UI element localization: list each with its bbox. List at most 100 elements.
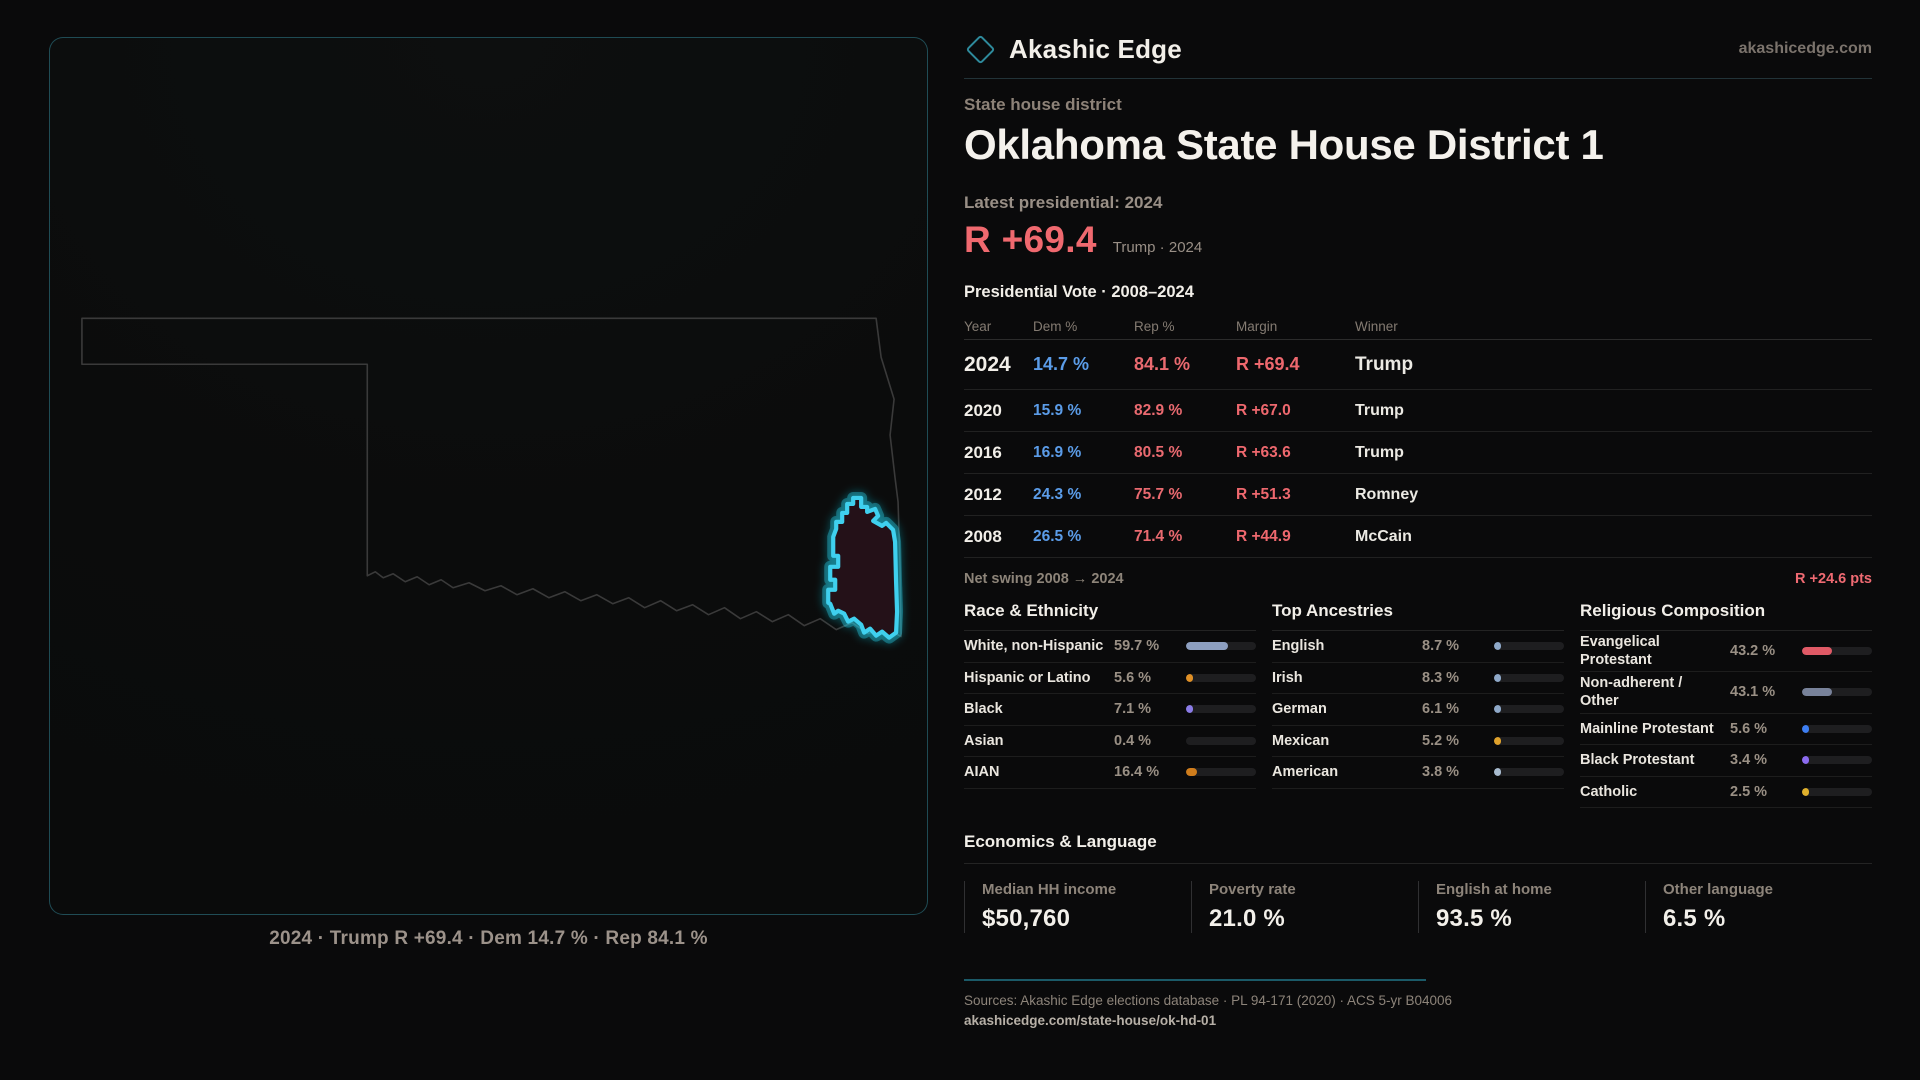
cell-winner: Trump: [1355, 402, 1872, 420]
demo-bar: [1802, 725, 1872, 733]
list-item: English 8.7 %: [1272, 631, 1564, 663]
list-item: Hispanic or Latino 5.6 %: [964, 663, 1256, 695]
sources-text: Sources: Akashic Edge elections database…: [964, 993, 1872, 1008]
list-item: Mainline Protestant 5.6 %: [1580, 714, 1872, 746]
demo-value: 5.6 %: [1114, 670, 1186, 686]
header-divider: [964, 78, 1872, 79]
map-caption: 2024 · Trump R +69.4 · Dem 14.7 % · Rep …: [49, 928, 928, 950]
demo-label: American: [1272, 763, 1422, 781]
header-bar: Akashic Edge akashicedge.com: [964, 30, 1872, 68]
cell-margin: R +67.0: [1236, 402, 1355, 420]
oklahoma-map: [50, 38, 927, 914]
net-swing-row: Net swing 2008 → 2024 R +24.6 pts: [964, 571, 1872, 587]
stat-label: Poverty rate: [1209, 881, 1418, 898]
demo-value: 3.8 %: [1422, 764, 1494, 780]
stat-english-at-home: English at home 93.5 %: [1418, 881, 1645, 933]
demo-value: 5.2 %: [1422, 733, 1494, 749]
list-item: Evangelical Protestant 43.2 %: [1580, 631, 1872, 672]
list-item: Irish 8.3 %: [1272, 663, 1564, 695]
list-item: Black 7.1 %: [964, 694, 1256, 726]
stat-label: Median HH income: [982, 881, 1191, 898]
diamond-logo-icon: [966, 34, 996, 64]
demo-label: English: [1272, 637, 1422, 655]
section-title: Race & Ethnicity: [964, 601, 1256, 631]
col-rep: Rep %: [1134, 319, 1236, 334]
cell-rep: 84.1 %: [1134, 354, 1236, 375]
demo-value: 8.7 %: [1422, 638, 1494, 654]
demo-label: Mainline Protestant: [1580, 720, 1730, 738]
stat-median-income: Median HH income $50,760: [964, 881, 1191, 933]
economics-section-title: Economics & Language: [964, 832, 1872, 852]
demo-label: Mexican: [1272, 732, 1422, 750]
list-item: Non-adherent / Other 43.1 %: [1580, 672, 1872, 713]
cell-winner: Trump: [1355, 444, 1872, 462]
section-title: Top Ancestries: [1272, 601, 1564, 631]
demo-value: 3.4 %: [1730, 752, 1802, 768]
table-row: 2024 14.7 % 84.1 % R +69.4 Trump: [964, 340, 1872, 390]
table-row: 2020 15.9 % 82.9 % R +67.0 Trump: [964, 390, 1872, 432]
demo-bar: [1186, 705, 1256, 713]
permalink[interactable]: akashicedge.com/state-house/ok-hd-01: [964, 1013, 1872, 1028]
cell-winner: Trump: [1355, 354, 1872, 376]
demo-label: Black: [964, 700, 1114, 718]
cell-year: 2020: [964, 401, 1033, 421]
demo-bar: [1186, 737, 1256, 745]
latest-presidential-label: Latest presidential: 2024: [964, 193, 1872, 213]
district-map-panel: [49, 37, 928, 915]
cell-dem: 15.9 %: [1033, 402, 1134, 420]
list-item: White, non-Hispanic 59.7 %: [964, 631, 1256, 663]
stat-other-language: Other language 6.5 %: [1645, 881, 1872, 933]
stat-value: $50,760: [982, 905, 1191, 933]
demo-bar: [1186, 642, 1256, 650]
demo-label: Evangelical Protestant: [1580, 633, 1730, 669]
cell-margin: R +63.6: [1236, 444, 1355, 462]
cell-winner: McCain: [1355, 528, 1872, 546]
ancestries-section: Top Ancestries English 8.7 % Irish 8.3 %…: [1272, 601, 1564, 808]
stat-label: Other language: [1663, 881, 1872, 898]
cell-rep: 71.4 %: [1134, 528, 1236, 546]
list-item: German 6.1 %: [1272, 694, 1564, 726]
cell-dem: 24.3 %: [1033, 486, 1134, 504]
table-row: 2008 26.5 % 71.4 % R +44.9 McCain: [964, 516, 1872, 558]
brand: Akashic Edge: [964, 34, 1182, 65]
latest-margin-row: R +69.4 Trump · 2024: [964, 219, 1872, 261]
cell-dem: 14.7 %: [1033, 354, 1134, 375]
economics-divider: [964, 863, 1872, 864]
demo-bar: [1494, 705, 1564, 713]
cell-dem: 16.9 %: [1033, 444, 1134, 462]
cell-rep: 82.9 %: [1134, 402, 1236, 420]
demo-value: 5.6 %: [1730, 721, 1802, 737]
cell-winner: Romney: [1355, 486, 1872, 504]
demo-label: Irish: [1272, 669, 1422, 687]
demographics-grid: Race & Ethnicity White, non-Hispanic 59.…: [964, 601, 1872, 808]
religion-section: Religious Composition Evangelical Protes…: [1580, 601, 1872, 808]
stat-value: 93.5 %: [1436, 905, 1645, 933]
demo-value: 43.1 %: [1730, 684, 1802, 700]
cell-year: 2016: [964, 443, 1033, 463]
demo-value: 7.1 %: [1114, 701, 1186, 717]
stat-value: 21.0 %: [1209, 905, 1418, 933]
demo-label: Catholic: [1580, 783, 1730, 801]
demo-value: 2.5 %: [1730, 784, 1802, 800]
district-type-label: State house district: [964, 95, 1872, 115]
demo-bar: [1186, 674, 1256, 682]
net-swing-value: R +24.6 pts: [1795, 571, 1872, 587]
demo-bar: [1494, 737, 1564, 745]
demo-value: 6.1 %: [1422, 701, 1494, 717]
list-item: AIAN 16.4 %: [964, 757, 1256, 789]
table-row: 2016 16.9 % 80.5 % R +63.6 Trump: [964, 432, 1872, 474]
list-item: Black Protestant 3.4 %: [1580, 745, 1872, 777]
brand-domain-link[interactable]: akashicedge.com: [1739, 40, 1872, 58]
cell-year: 2024: [964, 353, 1033, 377]
list-item: Mexican 5.2 %: [1272, 726, 1564, 758]
detail-panel: Akashic Edge akashicedge.com State house…: [964, 30, 1872, 1028]
demo-bar: [1494, 642, 1564, 650]
demo-value: 59.7 %: [1114, 638, 1186, 654]
demo-value: 0.4 %: [1114, 733, 1186, 749]
latest-margin-context: Trump · 2024: [1113, 239, 1202, 256]
race-ethnicity-section: Race & Ethnicity White, non-Hispanic 59.…: [964, 601, 1256, 808]
table-row: 2012 24.3 % 75.7 % R +51.3 Romney: [964, 474, 1872, 516]
demo-bar: [1494, 768, 1564, 776]
demo-label: AIAN: [964, 763, 1114, 781]
stat-value: 6.5 %: [1663, 905, 1872, 933]
